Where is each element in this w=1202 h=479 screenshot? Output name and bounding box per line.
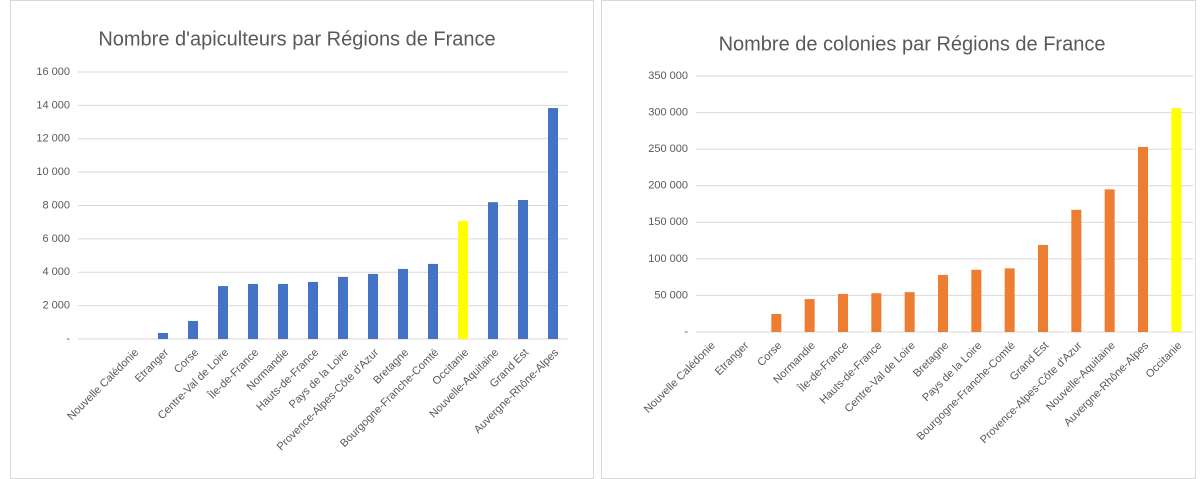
y-tick-label: 150 000 (648, 216, 688, 228)
bar (938, 274, 948, 332)
bar (428, 263, 438, 339)
bar (804, 299, 815, 332)
bar (904, 292, 915, 332)
bar (838, 293, 848, 332)
bar (218, 286, 228, 339)
bar (158, 332, 168, 339)
bar (971, 269, 982, 332)
bar (771, 314, 782, 332)
y-tick-label: 100 000 (648, 253, 688, 265)
bar (1004, 268, 1015, 332)
y-tick-label: 14 000 (36, 99, 70, 111)
y-tick-label: 2 000 (42, 300, 70, 312)
chart-title: Nombre de colonies par Régions de France (719, 33, 1106, 55)
bar (248, 283, 258, 339)
y-tick-label: 200 000 (648, 180, 688, 192)
bar (1038, 244, 1048, 332)
bar (188, 320, 198, 339)
bar (1171, 108, 1182, 332)
y-tick-label: 350 000 (648, 70, 688, 82)
bar (548, 108, 558, 339)
y-tick-label: 12 000 (36, 133, 70, 145)
chart-panel (601, 0, 1196, 479)
bar (458, 221, 468, 339)
bar (338, 276, 348, 339)
y-tick-label: 10 000 (36, 166, 70, 178)
bar (1138, 146, 1148, 332)
bar (1104, 189, 1115, 332)
y-tick-label: 300 000 (648, 106, 688, 118)
y-tick-label: 8 000 (42, 199, 70, 211)
y-tick-label: 4 000 (42, 266, 70, 278)
bar (871, 293, 882, 332)
y-tick-label: 16 000 (36, 66, 70, 78)
y-tick-label: 50 000 (654, 289, 688, 301)
bar (1071, 209, 1082, 332)
bar (488, 202, 498, 339)
y-tick-label: - (684, 326, 688, 338)
y-tick-label: - (66, 333, 70, 345)
chart-title: Nombre d'apiculteurs par Régions de Fran… (98, 28, 495, 50)
bar (278, 283, 288, 339)
bar (308, 281, 318, 339)
y-tick-label: 250 000 (648, 143, 688, 155)
bar (368, 273, 378, 339)
bar (518, 199, 528, 339)
bar (398, 268, 408, 339)
y-tick-label: 6 000 (42, 233, 70, 245)
